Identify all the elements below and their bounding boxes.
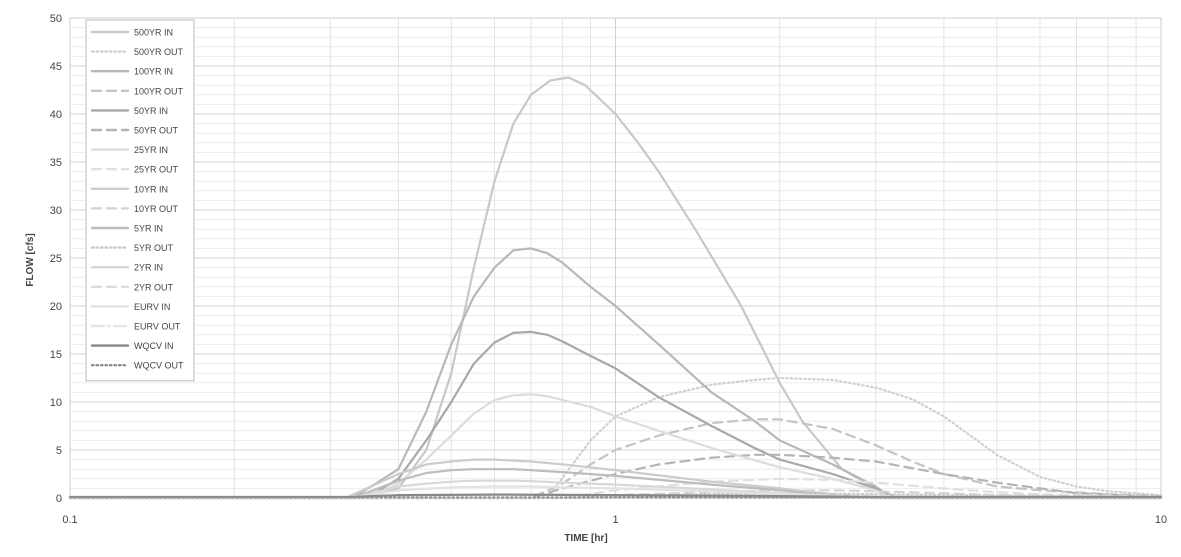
legend-box	[85, 19, 195, 382]
x-tick-label: 10	[1155, 514, 1167, 526]
legend-label: 25YR IN	[134, 145, 168, 155]
series-line	[68, 376, 1163, 500]
legend-label: 10YR IN	[134, 184, 168, 194]
legend-label: 50YR OUT	[134, 126, 179, 136]
legend-label: WQCV IN	[134, 341, 174, 351]
series-lines	[68, 76, 1163, 500]
legend-label: EURV IN	[134, 302, 170, 312]
legend-label: WQCV OUT	[134, 361, 184, 371]
y-tick-label: 0	[56, 493, 62, 505]
x-tick-label: 1	[612, 514, 618, 526]
series-line	[68, 76, 1163, 500]
y-axis-label: FLOW [cfs]	[25, 233, 36, 286]
x-axis-label: TIME [hr]	[564, 533, 607, 544]
legend-label: 100YR IN	[134, 67, 173, 77]
legend-label: 5YR OUT	[134, 243, 174, 253]
legend-label: 2YR IN	[134, 263, 163, 273]
y-tick-label: 15	[50, 349, 62, 361]
legend-label: 10YR OUT	[134, 204, 179, 214]
legend: 500YR IN 500YR OUT 100YR IN 100YR OUT 50YR I…	[85, 19, 195, 382]
legend-label: 100YR OUT	[134, 86, 184, 96]
legend-label: 5YR IN	[134, 224, 163, 234]
series-line	[68, 418, 1163, 500]
y-tick-label: 5	[56, 445, 62, 457]
series-line	[68, 330, 1163, 500]
legend-label: EURV OUT	[134, 322, 181, 332]
series-line	[68, 468, 1163, 500]
legend-label: 500YR IN	[134, 28, 173, 38]
x-tick-label: 0.1	[62, 514, 77, 526]
y-tick-label: 25	[50, 253, 62, 265]
legend-label: 50YR IN	[134, 106, 168, 116]
y-tick-label: 45	[50, 61, 62, 73]
y-tick-label: 10	[50, 397, 62, 409]
y-tick-label: 40	[50, 109, 62, 121]
y-tick-label: 35	[50, 157, 62, 169]
legend-label: 2YR OUT	[134, 282, 174, 292]
y-tick-label: 20	[50, 301, 62, 313]
y-tick-label: 30	[50, 205, 62, 217]
series-line	[68, 477, 1163, 500]
grid	[69, 17, 1162, 499]
y-tick-label: 50	[50, 13, 62, 25]
series-line	[68, 393, 1163, 500]
legend-label: 500YR OUT	[134, 47, 184, 57]
legend-label: 25YR OUT	[134, 165, 179, 175]
